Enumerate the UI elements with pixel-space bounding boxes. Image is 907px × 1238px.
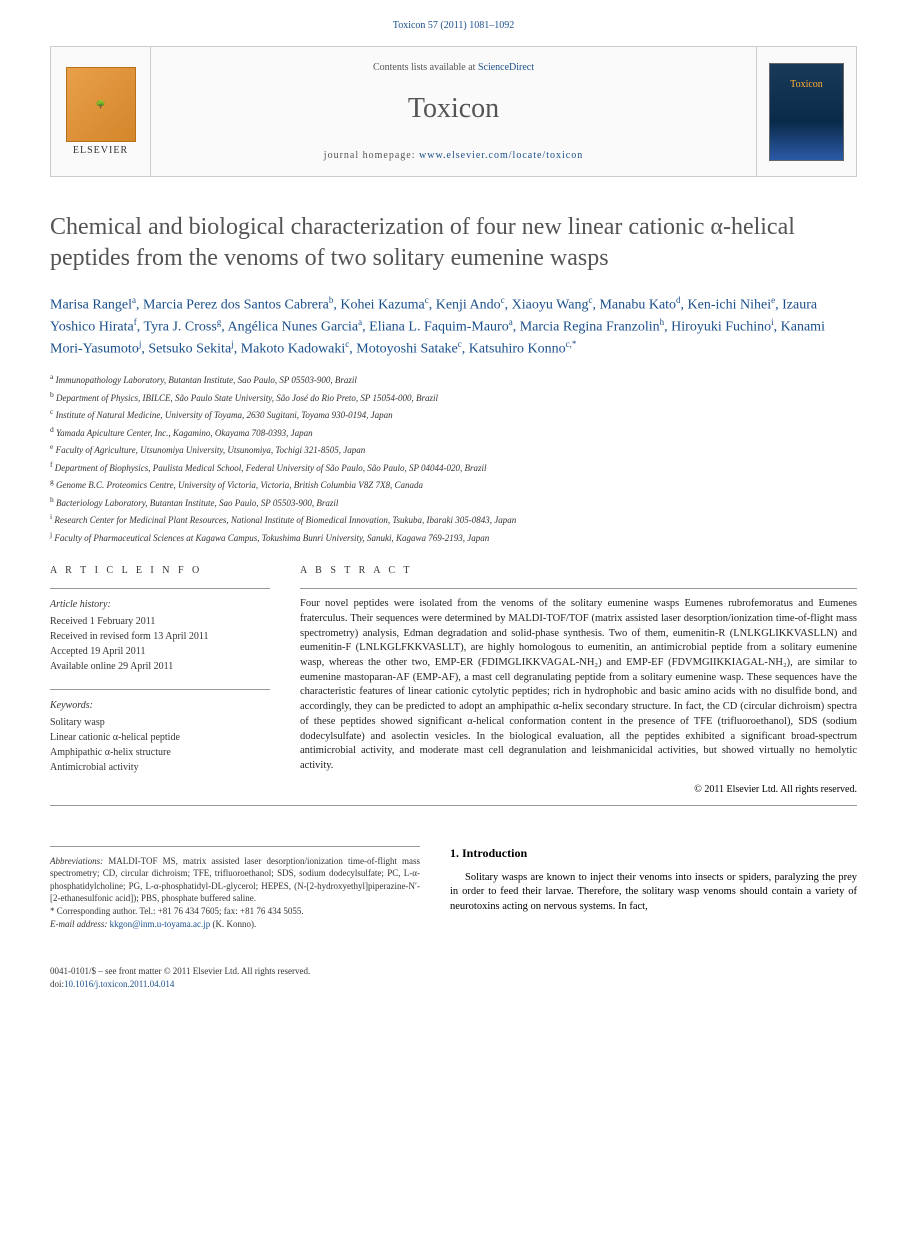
publisher-name: ELSEVIER	[73, 145, 128, 156]
abbrev-label: Abbreviations:	[50, 856, 103, 866]
header-center: Contents lists available at ScienceDirec…	[151, 47, 756, 176]
publisher-panel: 🌳 ELSEVIER	[51, 47, 151, 176]
affiliation-line: a Immunopathology Laboratory, Butantan I…	[50, 371, 857, 388]
journal-header: 🌳 ELSEVIER Contents lists available at S…	[50, 46, 857, 177]
article-history: Article history: Received 1 February 201…	[50, 588, 270, 674]
abstract-text: Four novel peptides were isolated from t…	[300, 588, 857, 773]
homepage-link[interactable]: www.elsevier.com/locate/toxicon	[419, 150, 583, 161]
affiliations-list: a Immunopathology Laboratory, Butantan I…	[50, 371, 857, 545]
keyword-line: Solitary wasp	[50, 715, 270, 730]
article-title: Chemical and biological characterization…	[50, 212, 857, 274]
abstract-copyright: © 2011 Elsevier Ltd. All rights reserved…	[300, 784, 857, 795]
affiliation-line: d Yamada Apiculture Center, Inc., Kagami…	[50, 424, 857, 441]
affiliation-line: h Bacteriology Laboratory, Butantan Inst…	[50, 494, 857, 511]
doi-prefix: doi:	[50, 979, 64, 989]
contents-line: Contents lists available at ScienceDirec…	[166, 62, 741, 73]
email-link[interactable]: kkgon@inm.u-toyama.ac.jp	[110, 919, 211, 929]
corresponding-author: * Corresponding author. Tel.: +81 76 434…	[50, 905, 420, 918]
introduction-column: 1. Introduction Solitary wasps are known…	[450, 846, 857, 931]
abstract-column: A B S T R A C T Four novel peptides were…	[300, 565, 857, 794]
affiliation-line: i Research Center for Medicinal Plant Re…	[50, 511, 857, 528]
abbreviations-block: Abbreviations: MALDI-TOF MS, matrix assi…	[50, 855, 420, 905]
authors-list: Marisa Rangela, Marcia Perez dos Santos …	[50, 294, 857, 359]
journal-reference: Toxicon 57 (2011) 1081–1092	[50, 20, 857, 31]
keywords-block: Keywords: Solitary waspLinear cationic α…	[50, 689, 270, 775]
history-line: Received in revised form 13 April 2011	[50, 629, 270, 644]
section-divider	[50, 805, 857, 806]
elsevier-logo: 🌳	[66, 67, 136, 142]
article-info-column: A R T I C L E I N F O Article history: R…	[50, 565, 270, 794]
keyword-line: Linear cationic α-helical peptide	[50, 730, 270, 745]
history-line: Received 1 February 2011	[50, 614, 270, 629]
history-label: Article history:	[50, 597, 270, 612]
affiliation-line: c Institute of Natural Medicine, Univers…	[50, 406, 857, 423]
footnotes-column: Abbreviations: MALDI-TOF MS, matrix assi…	[50, 846, 420, 931]
journal-cover-thumb: Toxicon	[769, 63, 844, 161]
homepage-line: journal homepage: www.elsevier.com/locat…	[166, 150, 741, 161]
affiliation-line: b Department of Physics, IBILCE, São Pau…	[50, 389, 857, 406]
email-suffix: (K. Konno).	[210, 919, 256, 929]
affiliation-line: e Faculty of Agriculture, Utsunomiya Uni…	[50, 441, 857, 458]
history-line: Available online 29 April 2011	[50, 659, 270, 674]
keywords-label: Keywords:	[50, 698, 270, 713]
history-line: Accepted 19 April 2011	[50, 644, 270, 659]
contents-prefix: Contents lists available at	[373, 62, 478, 73]
cover-panel: Toxicon	[756, 47, 856, 176]
introduction-heading: 1. Introduction	[450, 846, 857, 861]
journal-name: Toxicon	[166, 93, 741, 125]
doi-line: doi:10.1016/j.toxicon.2011.04.014	[50, 978, 857, 991]
page-footer: 0041-0101/$ – see front matter © 2011 El…	[50, 960, 857, 990]
keyword-line: Antimicrobial activity	[50, 760, 270, 775]
sciencedirect-link[interactable]: ScienceDirect	[478, 62, 534, 73]
affiliation-line: j Faculty of Pharmaceutical Sciences at …	[50, 529, 857, 546]
affiliation-line: g Genome B.C. Proteomics Centre, Univers…	[50, 476, 857, 493]
article-info-label: A R T I C L E I N F O	[50, 565, 270, 576]
abbrev-text: MALDI-TOF MS, matrix assisted laser deso…	[50, 856, 420, 904]
abstract-label: A B S T R A C T	[300, 565, 857, 576]
keyword-line: Amphipathic α-helix structure	[50, 745, 270, 760]
homepage-prefix: journal homepage:	[324, 150, 419, 161]
email-line: E-mail address: kkgon@inm.u-toyama.ac.jp…	[50, 918, 420, 931]
issn-line: 0041-0101/$ – see front matter © 2011 El…	[50, 965, 857, 978]
introduction-text: Solitary wasps are known to inject their…	[450, 871, 857, 915]
doi-link[interactable]: 10.1016/j.toxicon.2011.04.014	[64, 979, 174, 989]
email-label: E-mail address:	[50, 919, 110, 929]
affiliation-line: f Department of Biophysics, Paulista Med…	[50, 459, 857, 476]
